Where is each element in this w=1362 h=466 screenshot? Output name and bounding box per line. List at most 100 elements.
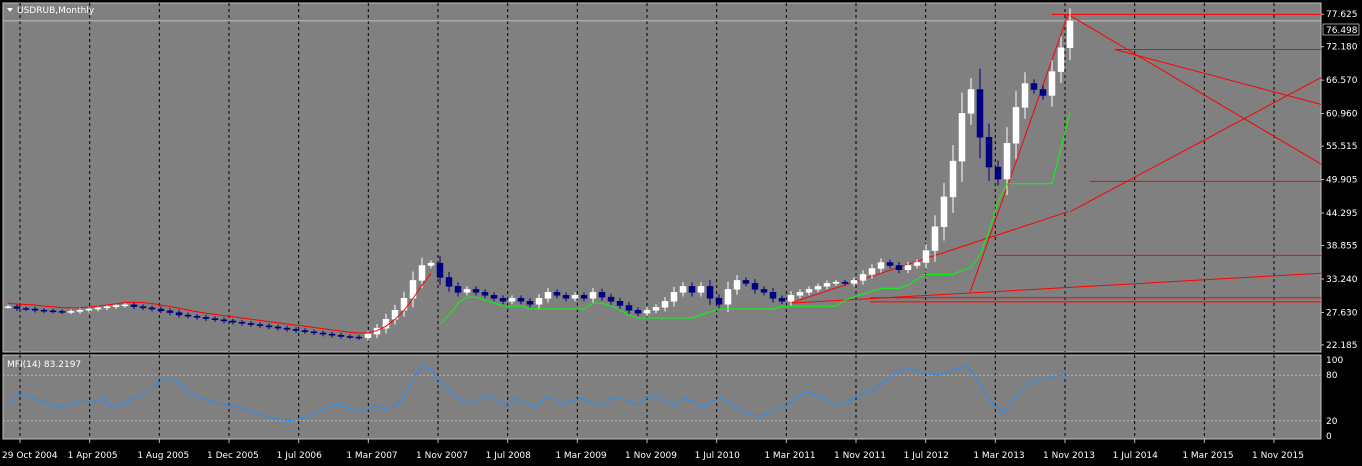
candle-body-107 <box>967 89 975 114</box>
y-tick-label-5: 49.905 <box>1326 176 1358 186</box>
candle-body-80 <box>724 289 732 305</box>
candle-body-71 <box>643 309 651 314</box>
candle-body-9 <box>85 308 93 311</box>
mfi-label: MFI(14) 83.2197 <box>7 360 81 370</box>
candle-body-70 <box>634 309 642 314</box>
candle-body-10 <box>94 307 102 310</box>
mfi-tick-label-2: 20 <box>1326 417 1338 427</box>
candle-body-63 <box>571 295 579 299</box>
candle-body-108 <box>976 89 984 138</box>
candle-body-75 <box>679 286 687 293</box>
candle-body-93 <box>841 281 849 284</box>
candle-body-92 <box>832 281 840 284</box>
candle-body-96 <box>868 268 876 275</box>
moving-average-line <box>7 272 432 334</box>
candle-body-95 <box>859 274 867 281</box>
candle-body-52 <box>472 289 480 293</box>
candle-body-67 <box>607 296 615 302</box>
current-price-tag-bg <box>1322 23 1360 36</box>
candle-body-38 <box>346 336 354 338</box>
candle-body-21 <box>193 315 201 318</box>
candle-body-22 <box>202 317 210 319</box>
candle-body-62 <box>562 295 570 299</box>
fan-line-5 <box>1114 49 1322 105</box>
candle-body-50 <box>454 286 462 293</box>
x-tick-label-17: 1 Mar 2015 <box>1182 451 1233 461</box>
candle-body-66 <box>598 292 606 298</box>
candle-body-51 <box>463 289 471 293</box>
candle-body-28 <box>256 324 264 327</box>
candlestick-series <box>4 8 1074 341</box>
x-tick-label-6: 1 Nov 2007 <box>416 451 468 461</box>
y-tick-label-10: 22.185 <box>1326 341 1358 351</box>
y-tick-label-3: 60.960 <box>1326 110 1358 120</box>
candle-body-112 <box>1012 107 1020 144</box>
candle-body-106 <box>958 113 966 162</box>
candle-body-4 <box>40 309 48 312</box>
fan-line-1 <box>1069 77 1322 213</box>
candle-body-86 <box>778 298 786 302</box>
candle-body-56 <box>508 298 516 302</box>
vertical-grid <box>19 3 1275 439</box>
y-tick-label-8: 33.240 <box>1326 275 1358 285</box>
candle-body-85 <box>769 292 777 299</box>
x-tick-label-3: 1 Dec 2005 <box>207 451 259 461</box>
candle-body-114 <box>1030 83 1038 90</box>
candle-body-74 <box>670 292 678 302</box>
candle-body-36 <box>328 333 336 336</box>
candle-body-113 <box>1021 83 1029 108</box>
candle-body-101 <box>913 262 921 266</box>
candle-body-3 <box>31 308 39 311</box>
candle-body-82 <box>742 280 750 284</box>
candle-body-90 <box>814 286 822 290</box>
candle-body-8 <box>76 309 84 312</box>
candle-body-61 <box>553 292 561 296</box>
dropdown-arrow-icon[interactable] <box>7 8 13 12</box>
candle-body-12 <box>112 305 120 307</box>
candle-body-35 <box>319 332 327 335</box>
candle-body-78 <box>706 286 714 299</box>
x-tick-label-2: 1 Aug 2005 <box>137 451 189 461</box>
x-tick-label-16: 1 Jul 2014 <box>1113 451 1158 461</box>
candle-body-69 <box>625 305 633 311</box>
candle-body-46 <box>418 265 426 281</box>
candle-body-76 <box>688 286 696 293</box>
candle-body-89 <box>805 289 813 293</box>
horizontal-trend-lines <box>3 13 1322 304</box>
candle-body-116 <box>1048 71 1056 96</box>
candle-body-58 <box>526 301 534 305</box>
candle-body-72 <box>652 307 660 311</box>
candle-body-47 <box>427 262 435 266</box>
x-tick-label-12: 1 Nov 2011 <box>834 451 886 461</box>
candle-body-73 <box>661 301 669 308</box>
candle-body-97 <box>877 262 885 269</box>
y-tick-label-2: 66.570 <box>1326 76 1358 86</box>
candle-body-2 <box>22 308 30 310</box>
candle-body-57 <box>517 298 525 302</box>
fan-line-3 <box>789 272 1322 304</box>
candle-body-94 <box>850 280 858 284</box>
y-tick-label-6: 44.295 <box>1326 209 1358 219</box>
x-tick-label-13: 1 Jul 2012 <box>904 451 949 461</box>
candle-body-16 <box>148 307 156 310</box>
candle-body-37 <box>337 335 345 337</box>
candle-body-100 <box>904 265 912 270</box>
candle-body-11 <box>103 306 111 309</box>
candle-body-103 <box>931 226 939 251</box>
x-tick-label-0: 29 Oct 2004 <box>2 451 58 461</box>
candle-body-29 <box>265 325 273 328</box>
candle-body-105 <box>949 160 957 198</box>
candle-body-5 <box>49 310 57 313</box>
candle-body-27 <box>247 323 255 325</box>
candle-body-60 <box>544 292 552 299</box>
indicator-plot-area <box>2 354 1322 440</box>
mfi-tick-label-3: 0 <box>1326 432 1332 442</box>
candle-body-48 <box>436 262 444 278</box>
candle-body-33 <box>301 330 309 332</box>
y-tick-label-4: 55.515 <box>1326 142 1358 152</box>
candle-body-55 <box>499 298 507 302</box>
candle-body-111 <box>1003 142 1011 180</box>
mfi-line <box>7 365 1071 422</box>
candle-body-83 <box>751 283 759 290</box>
x-tick-label-15: 1 Nov 2013 <box>1043 451 1095 461</box>
